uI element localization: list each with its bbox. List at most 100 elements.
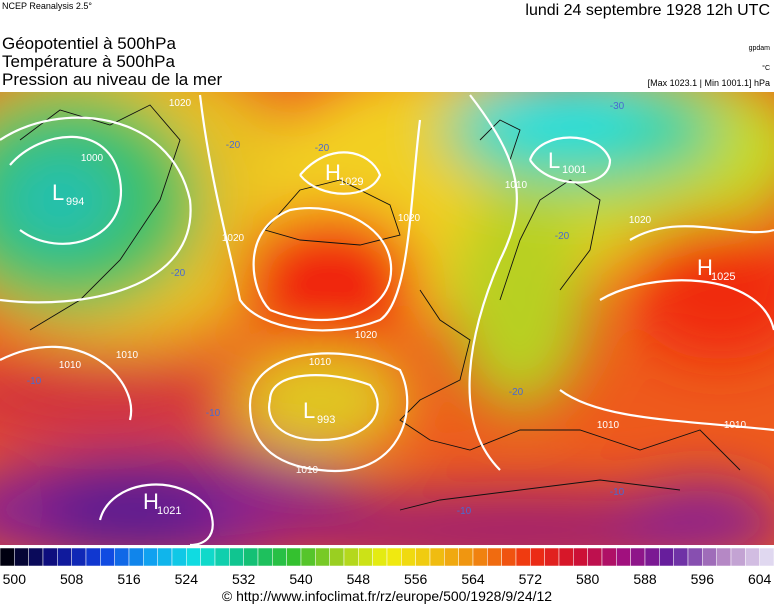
colorbar-label: 516	[117, 571, 141, 587]
colorbar-swatch	[673, 547, 689, 567]
colorbar-label: 540	[289, 571, 313, 587]
colorbar-swatch	[687, 547, 703, 567]
isobar-label: 1010	[296, 465, 319, 476]
colorbar-swatch	[458, 547, 474, 567]
title-line: Géopotentiel à 500hPa	[2, 34, 176, 53]
unit-label: gpdam	[749, 45, 771, 52]
colorbar-swatch	[214, 547, 230, 567]
center-value: 993	[317, 414, 335, 426]
isobar-label: 1010	[505, 180, 528, 191]
colorbar-label: 572	[519, 571, 543, 587]
isobar-label: 1010	[597, 420, 620, 431]
center-value: 994	[66, 196, 84, 208]
colorbar-swatch	[644, 547, 660, 567]
colorbar-swatch	[71, 547, 87, 567]
colorbar-swatch	[616, 547, 631, 567]
isobar-label: 1010	[59, 360, 82, 371]
colorbar-swatch	[702, 547, 717, 567]
footer-url: © http://www.infoclimat.fr/rz/europe/500…	[222, 588, 552, 604]
colorbar-swatch	[186, 547, 201, 567]
colorbar-swatch	[444, 547, 459, 567]
colorbar-label: 604	[748, 571, 772, 587]
isotherm-label: -10	[610, 487, 625, 498]
isotherm-label: -20	[315, 143, 330, 154]
date-label: lundi 24 septembre 1928 12h UTC	[525, 2, 770, 19]
colorbar-label: 596	[691, 571, 715, 587]
colorbar-swatch	[515, 547, 531, 567]
isotherm-label: -20	[509, 387, 524, 398]
center-letter: L	[548, 148, 560, 173]
colorbar-swatch	[745, 547, 760, 567]
isobar-label: 1020	[169, 98, 192, 109]
colorbar-swatch	[530, 547, 545, 567]
colorbar-swatch	[14, 547, 29, 567]
colorbar-swatch	[143, 547, 158, 567]
colorbar-swatch	[28, 547, 44, 567]
colorbar-swatch	[415, 547, 431, 567]
colorbar-swatch	[472, 547, 488, 567]
colorbar-swatch	[487, 547, 502, 567]
isobar-label: 1010	[724, 420, 747, 431]
unit-label: °C	[762, 64, 770, 72]
colorbar-swatch	[730, 547, 746, 567]
colorbar-swatch	[544, 547, 560, 567]
source-label: NCEP Reanalysis 2.5°	[2, 1, 92, 11]
colorbar-swatch	[200, 547, 216, 567]
isobar-label: 1020	[398, 213, 421, 224]
colorbar-label: 508	[60, 571, 84, 587]
isobar-label: 1020	[222, 233, 245, 244]
colorbar-swatch	[0, 547, 15, 567]
title-line: Pression au niveau de la mer	[2, 70, 223, 89]
colorbar-label: 532	[232, 571, 256, 587]
colorbar-swatch	[343, 547, 359, 567]
isotherm-label: -20	[555, 231, 570, 242]
colorbar-label: 500	[3, 571, 27, 587]
colorbar-label: 556	[404, 571, 428, 587]
colorbar-swatch	[358, 547, 373, 567]
isotherm-label: -10	[206, 408, 221, 419]
colorbar-swatch	[401, 547, 416, 567]
colorbar-swatch	[601, 547, 617, 567]
center-letter: L	[52, 180, 64, 205]
colorbar-swatch	[716, 547, 732, 567]
center-letter: L	[303, 398, 315, 423]
colorbar-swatch	[429, 547, 445, 567]
colorbar-swatch	[243, 547, 259, 567]
colorbar: 500 508 516 524 532 540 548 556 564 572 580 588 596 6…	[0, 547, 774, 587]
colorbar-swatch	[315, 547, 330, 567]
colorbar-swatch	[386, 547, 402, 567]
colorbar-swatch	[630, 547, 646, 567]
center-letter: H	[325, 160, 341, 185]
colorbar-swatch	[501, 547, 517, 567]
colorbar-swatch	[100, 547, 115, 567]
colorbar-label: 588	[633, 571, 657, 587]
isotherm-label: -10	[457, 506, 472, 517]
isobar-label: 1010	[309, 357, 332, 368]
center-value: 1001	[562, 164, 586, 176]
map	[0, 92, 774, 545]
isotherm-label: -10	[27, 376, 42, 387]
colorbar-swatch	[558, 547, 574, 567]
center-letter: H	[697, 255, 713, 280]
colorbar-swatch	[587, 547, 603, 567]
unit-label: [Max 1023.1 | Min 1001.1] hPa	[648, 78, 770, 88]
colorbar-swatch	[128, 547, 144, 567]
center-value: 1025	[711, 271, 735, 283]
isobar-label: 1000	[81, 153, 104, 164]
isobar-label: 1020	[355, 330, 378, 341]
colorbar-swatch	[157, 547, 173, 567]
colorbar-swatch	[229, 547, 244, 567]
colorbar-label: 564	[461, 571, 485, 587]
center-value: 1021	[157, 505, 181, 517]
isotherm-label: -20	[226, 140, 241, 151]
center-letter: H	[143, 489, 159, 514]
colorbar-swatch	[272, 547, 287, 567]
isobar-label: 1010	[116, 350, 139, 361]
center-value: 1029	[339, 176, 363, 188]
isobar-label: 1020	[629, 215, 652, 226]
colorbar-swatch	[372, 547, 388, 567]
title-line: Température à 500hPa	[2, 52, 175, 71]
colorbar-label: 580	[576, 571, 600, 587]
